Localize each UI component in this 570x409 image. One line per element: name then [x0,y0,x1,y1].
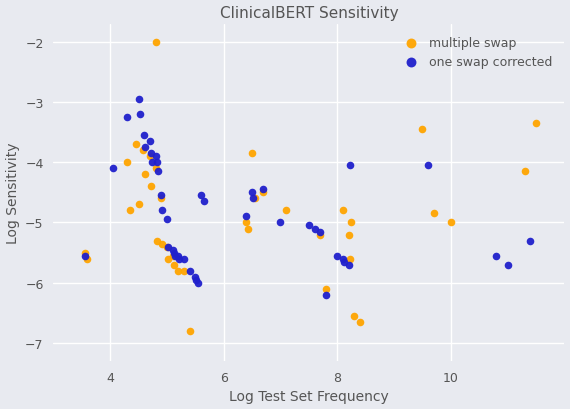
multiple swap [520,169,530,175]
multiple swap [164,256,173,262]
Title: ClinicalBERT Sensitivity: ClinicalBERT Sensitivity [219,6,398,20]
one swap corrected [310,226,319,232]
one swap corrected [321,292,331,299]
multiple swap [158,241,167,247]
one swap corrected [153,169,162,175]
one swap corrected [304,222,314,229]
multiple swap [242,220,251,226]
one swap corrected [180,256,189,262]
one swap corrected [148,160,157,166]
multiple swap [162,244,172,250]
multiple swap [174,268,183,274]
one swap corrected [259,187,268,193]
multiple swap [131,142,140,148]
one swap corrected [247,190,256,196]
one swap corrected [174,253,183,259]
one swap corrected [192,277,201,283]
multiple swap [134,202,143,208]
multiple swap [168,253,177,259]
multiple swap [418,126,427,133]
multiple swap [321,286,331,292]
one swap corrected [242,213,251,220]
one swap corrected [344,262,353,268]
multiple swap [152,238,161,244]
one swap corrected [80,253,89,259]
multiple swap [429,211,438,217]
multiple swap [80,250,89,256]
one swap corrected [146,151,156,157]
one swap corrected [134,97,143,103]
multiple swap [125,208,135,214]
one swap corrected [158,208,167,214]
one swap corrected [492,253,501,259]
X-axis label: Log Test Set Frequency: Log Test Set Frequency [229,389,389,403]
one swap corrected [193,280,202,286]
one swap corrected [141,144,150,151]
multiple swap [259,190,268,196]
one swap corrected [185,268,194,274]
one swap corrected [276,220,285,226]
one swap corrected [339,256,348,262]
one swap corrected [249,196,258,202]
multiple swap [180,268,189,274]
multiple swap [169,262,178,268]
multiple swap [282,208,291,214]
multiple swap [123,160,132,166]
multiple swap [157,196,166,202]
multiple swap [344,231,353,238]
one swap corrected [503,262,512,268]
one swap corrected [197,193,206,199]
one swap corrected [162,217,172,223]
multiple swap [347,220,356,226]
one swap corrected [200,199,209,205]
multiple swap [356,319,365,326]
one swap corrected [333,253,342,259]
multiple swap [141,171,150,178]
multiple swap [247,151,256,157]
one swap corrected [340,259,349,265]
one swap corrected [168,247,177,253]
Legend: multiple swap, one swap corrected: multiple swap, one swap corrected [392,31,558,75]
one swap corrected [170,253,180,259]
multiple swap [531,120,540,127]
one swap corrected [135,111,144,118]
Y-axis label: Log Sensitivity: Log Sensitivity [6,142,19,243]
one swap corrected [175,256,184,262]
multiple swap [139,148,148,154]
multiple swap [146,184,156,190]
multiple swap [151,39,160,46]
one swap corrected [152,160,161,166]
one swap corrected [164,244,173,250]
one swap corrected [140,133,149,139]
multiple swap [345,256,355,262]
multiple swap [339,208,348,214]
multiple swap [243,226,252,232]
one swap corrected [151,153,160,160]
one swap corrected [169,250,178,256]
one swap corrected [157,193,166,199]
one swap corrected [191,274,200,280]
multiple swap [350,313,359,319]
multiple swap [185,328,194,335]
multiple swap [83,256,92,262]
one swap corrected [145,139,154,145]
one swap corrected [424,162,433,169]
one swap corrected [123,115,132,121]
multiple swap [145,153,154,160]
multiple swap [446,220,455,226]
one swap corrected [108,166,117,172]
multiple swap [250,196,259,202]
one swap corrected [316,229,325,235]
one swap corrected [526,238,535,244]
one swap corrected [345,162,355,169]
multiple swap [151,166,160,172]
multiple swap [316,231,325,238]
